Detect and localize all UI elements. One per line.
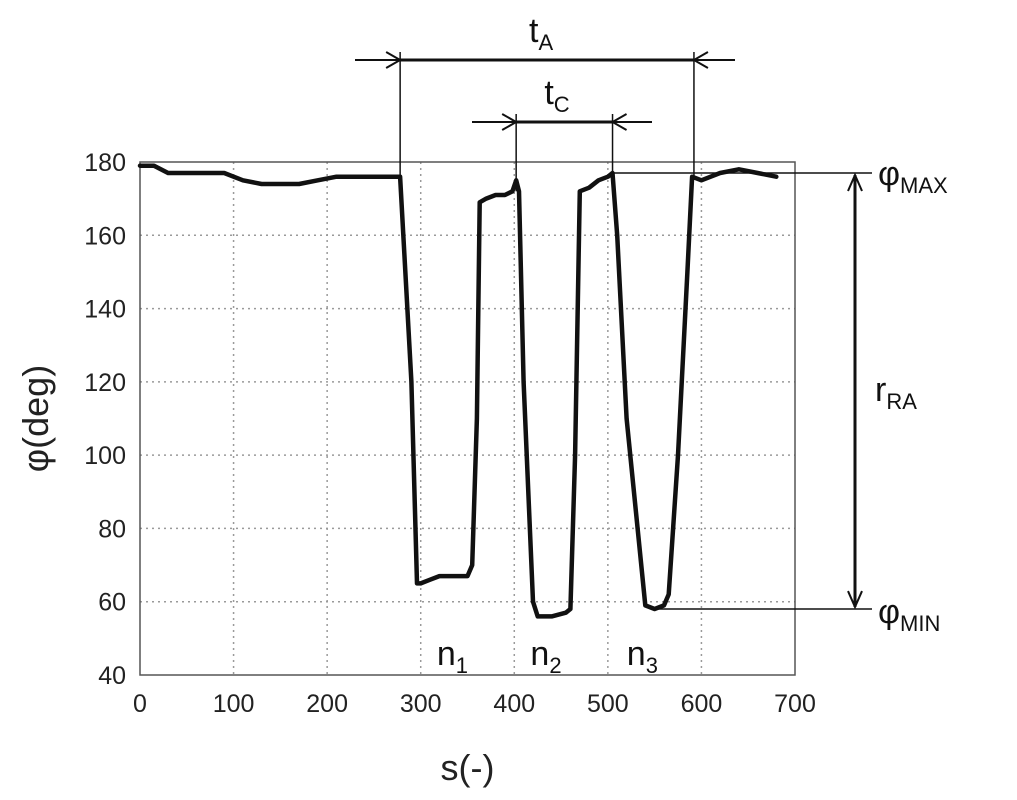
- arrow-head: [847, 590, 863, 610]
- arrow-head: [610, 113, 628, 131]
- arrow-head: [501, 113, 519, 131]
- phi-min-label: φMIN: [878, 593, 940, 636]
- x-tick-label: 500: [587, 690, 629, 718]
- y-axis-label: φ(deg): [15, 365, 56, 472]
- tc-label: tC: [544, 74, 569, 117]
- ta-label: tA: [529, 12, 553, 55]
- arrow-head: [385, 51, 403, 69]
- x-tick-label: 0: [133, 690, 147, 718]
- n2-label: n2: [530, 635, 561, 678]
- x-tick-label: 400: [493, 690, 535, 718]
- x-tick-label: 700: [774, 690, 816, 718]
- y-tick-label: 180: [84, 149, 126, 177]
- rra-label: rRA: [875, 371, 917, 414]
- series-line: [137, 163, 779, 619]
- y-tick-label: 140: [84, 296, 126, 324]
- y-tick-label: 80: [98, 515, 126, 543]
- y-tick-label: 100: [84, 442, 126, 470]
- phi-max-label: φMAX: [878, 155, 948, 198]
- n1-label: n1: [437, 635, 468, 678]
- y-tick-label: 120: [84, 369, 126, 397]
- y-tick-label: 160: [84, 222, 126, 250]
- tick-labels: 0 100 200 300 400 500 600 700 40 60 80 100 120 140 160…: [84, 149, 816, 718]
- arrow-head: [847, 172, 863, 192]
- n3-label: n3: [627, 635, 658, 678]
- y-tick-label: 40: [98, 662, 126, 690]
- x-tick-label: 200: [306, 690, 348, 718]
- x-tick-label: 100: [213, 690, 255, 718]
- arrow-head: [691, 51, 709, 69]
- x-axis-label: s(-): [441, 747, 495, 788]
- x-tick-label: 600: [681, 690, 723, 718]
- grid: [140, 162, 795, 675]
- annotations: tA tC φMAX φMIN rRA n1 n2 n3: [355, 12, 948, 678]
- y-tick-label: 60: [98, 589, 126, 617]
- plot-frame: [139, 161, 796, 676]
- x-tick-label: 300: [400, 690, 442, 718]
